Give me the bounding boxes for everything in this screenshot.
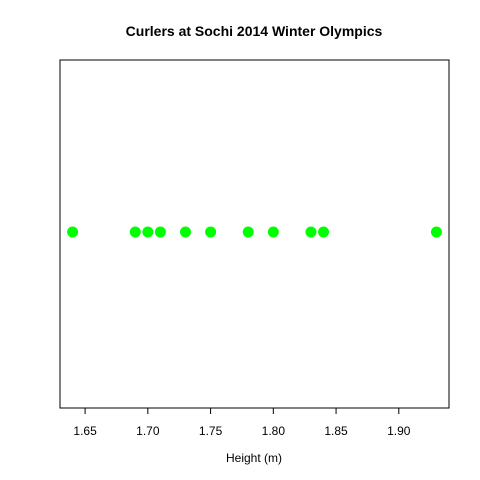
data-point [205,226,217,238]
x-tick-label: 1.85 [324,424,348,438]
x-tick-label: 1.75 [199,424,223,438]
data-point [142,226,154,238]
x-tick-label: 1.65 [73,424,97,438]
plot-frame [59,59,450,409]
x-tick-label: 1.70 [136,424,160,438]
data-point [154,226,166,238]
data-point [129,226,141,238]
data-point [267,226,279,238]
data-point [305,226,317,238]
x-tick-label: 1.90 [387,424,411,438]
data-point [67,226,79,238]
x-ticks: 1.65 1.70 1.75 1.80 1.85 1.90 [73,408,411,438]
data-point [179,226,191,238]
x-axis-label: Height (m) [226,451,282,465]
data-point [430,226,442,238]
data-point [318,226,330,238]
chart-title: Curlers at Sochi 2014 Winter Olympics [126,23,383,39]
data-point [242,226,254,238]
x-tick-label: 1.80 [262,424,286,438]
data-points [67,226,442,238]
